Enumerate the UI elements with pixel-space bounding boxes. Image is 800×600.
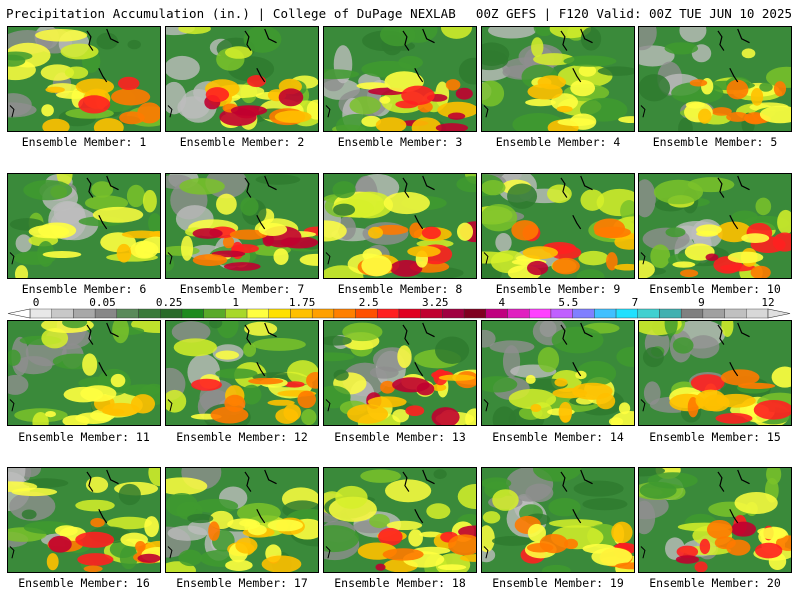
colorbar-tick-label: 3.25 [422, 296, 449, 309]
colorbar-swatch [702, 308, 725, 319]
ensemble-member-map [481, 467, 635, 573]
colorbar-swatch [398, 308, 421, 319]
colorbar-swatch [225, 308, 248, 319]
colorbar-scale [7, 308, 791, 319]
ensemble-member-map [481, 26, 635, 132]
colorbar-swatch [680, 308, 704, 319]
member-caption: Ensemble Member: 19 [492, 576, 624, 590]
colorbar-swatch [73, 308, 96, 319]
colorbar-swatch [203, 308, 226, 319]
colorbar-swatch [463, 308, 487, 319]
colorbar-swatch [594, 308, 617, 319]
ensemble-member-map [165, 173, 319, 279]
member-caption: Ensemble Member: 18 [334, 576, 466, 590]
colorbar-swatch [29, 308, 52, 319]
colorbar-swatch [659, 308, 682, 319]
colorbar-tick-label: 12 [761, 296, 775, 309]
colorbar-low-arrow [7, 308, 31, 319]
colorbar-swatch [615, 308, 638, 319]
ensemble-member-map [7, 26, 161, 132]
ensemble-member-map [165, 26, 319, 132]
ensemble-member-map [7, 320, 161, 426]
member-caption: Ensemble Member: 6 [21, 282, 147, 296]
ensemble-member-map [323, 26, 477, 132]
ensemble-member-map [165, 320, 319, 426]
ensemble-member-map [323, 467, 477, 573]
colorbar-swatch [355, 308, 378, 319]
member-caption: Ensemble Member: 13 [334, 430, 466, 444]
member-caption: Ensemble Member: 1 [21, 135, 147, 149]
member-caption: Ensemble Member: 20 [649, 576, 781, 590]
colorbar-tick-label: 9 [698, 296, 705, 309]
ensemble-member-map [323, 173, 477, 279]
member-caption: Ensemble Member: 11 [18, 430, 150, 444]
colorbar-high-arrow [767, 308, 791, 319]
header: Precipitation Accumulation (in.) | Colle… [0, 0, 800, 24]
member-caption: Ensemble Member: 8 [337, 282, 463, 296]
member-caption: Ensemble Member: 14 [492, 430, 624, 444]
colorbar-tick-label: 0 [32, 296, 40, 309]
colorbar-swatch [724, 308, 747, 319]
member-caption: Ensemble Member: 3 [337, 135, 463, 149]
ensemble-member-map [7, 467, 161, 573]
colorbar-swatch [485, 308, 508, 319]
colorbar-swatch [637, 308, 660, 319]
colorbar-swatch [311, 308, 335, 319]
colorbar-tick-label: 0.25 [155, 296, 183, 309]
colorbar-swatch [116, 308, 139, 319]
member-caption: Ensemble Member: 2 [179, 135, 305, 149]
colorbar-swatch [507, 308, 530, 319]
ensemble-member-map [481, 173, 635, 279]
colorbar-swatch [94, 308, 118, 319]
run-info: 00Z GEFS | F120 Valid: 00Z TUE JUN 10 20… [475, 6, 792, 21]
colorbar-swatch [746, 308, 769, 319]
colorbar-swatch [572, 308, 595, 319]
colorbar-tick-label: 1.75 [288, 296, 316, 309]
colorbar-swatch [51, 308, 74, 319]
colorbar-swatch [550, 308, 573, 319]
member-caption: Ensemble Member: 10 [649, 282, 781, 296]
colorbar-swatch [377, 308, 400, 319]
colorbar-tick-label: 0.05 [89, 296, 116, 309]
colorbar-labels: 0 0.05 0.25 1 1.75 2.5 3.25 4 5.5 7 9 12 [0, 296, 800, 309]
member-caption: Ensemble Member: 15 [649, 430, 781, 444]
ensemble-member-map [481, 320, 635, 426]
colorbar-tick-label: 5.5 [558, 296, 579, 309]
colorbar-tick-label: 2.5 [358, 296, 379, 309]
ensemble-member-map [323, 320, 477, 426]
colorbar-swatch [181, 308, 204, 319]
colorbar-swatch [290, 308, 313, 319]
colorbar-swatch [246, 308, 269, 319]
ensemble-member-map [638, 467, 792, 573]
colorbar-swatch [333, 308, 356, 319]
colorbar-swatch [160, 308, 183, 319]
ensemble-member-map [165, 467, 319, 573]
member-caption: Ensemble Member: 7 [179, 282, 305, 296]
ensemble-member-map [7, 173, 161, 279]
ensemble-member-map [638, 173, 792, 279]
member-caption: Ensemble Member: 4 [495, 135, 621, 149]
member-caption: Ensemble Member: 9 [495, 282, 621, 296]
colorbar-tick-label: 1 [232, 296, 239, 309]
colorbar-swatch [268, 308, 291, 319]
colorbar-swatch [420, 308, 443, 319]
member-caption: Ensemble Member: 12 [176, 430, 308, 444]
colorbar-tick-label: 4 [498, 296, 506, 309]
member-caption: Ensemble Member: 17 [176, 576, 308, 590]
ensemble-member-map [638, 320, 792, 426]
member-caption: Ensemble Member: 16 [18, 576, 150, 590]
colorbar-swatch [138, 308, 161, 319]
colorbar-tick-label: 7 [631, 296, 639, 309]
colorbar: 0 0.05 0.25 1 1.75 2.5 3.25 4 5.5 7 9 12 [0, 296, 800, 322]
colorbar-swatch [442, 308, 465, 319]
ensemble-member-map [638, 26, 792, 132]
colorbar-swatch [529, 308, 552, 319]
page-title: Precipitation Accumulation (in.) | Colle… [6, 6, 456, 21]
member-caption: Ensemble Member: 5 [652, 135, 778, 149]
